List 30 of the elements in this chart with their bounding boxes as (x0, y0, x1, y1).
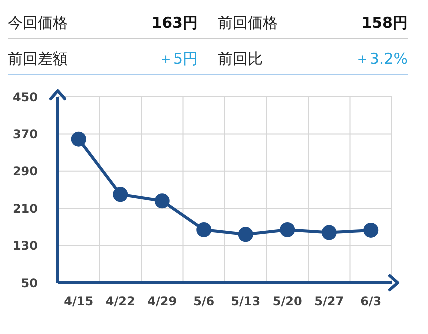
x-tick-label: 5/20 (272, 294, 302, 309)
text: 158円 (362, 14, 408, 32)
point (238, 227, 254, 242)
y-tick-label: 370 (12, 127, 38, 142)
point (322, 225, 337, 240)
y-tick-label: 450 (12, 90, 38, 104)
text: 前回比 (218, 50, 263, 68)
text: ＋5円 (158, 50, 198, 68)
point (71, 132, 86, 147)
point (154, 194, 170, 209)
y-tick-label: 50 (21, 276, 38, 290)
x-tick-label: 6/3 (360, 294, 382, 309)
x-tick-label: 5/27 (314, 294, 344, 309)
y-tick-label: 290 (12, 164, 38, 179)
point (196, 222, 212, 238)
x-tick-label: 4/29 (148, 294, 178, 309)
text: 今回価格 (8, 14, 68, 32)
point (364, 222, 379, 238)
text: ＋3.2% (354, 50, 408, 68)
x-tick-label: 5/13 (231, 294, 261, 309)
y-tick-label: 210 (12, 202, 38, 216)
point (113, 187, 128, 202)
y-tick-label: 130 (12, 239, 38, 254)
point (280, 222, 296, 238)
text: 前回価格 (218, 14, 278, 32)
text: 163円 (152, 14, 198, 32)
text: 前回差額 (8, 50, 68, 68)
x-tick-label: 4/15 (64, 294, 94, 309)
x-tick-label: 4/22 (106, 294, 136, 309)
x-tick-label: 5/6 (194, 294, 215, 309)
